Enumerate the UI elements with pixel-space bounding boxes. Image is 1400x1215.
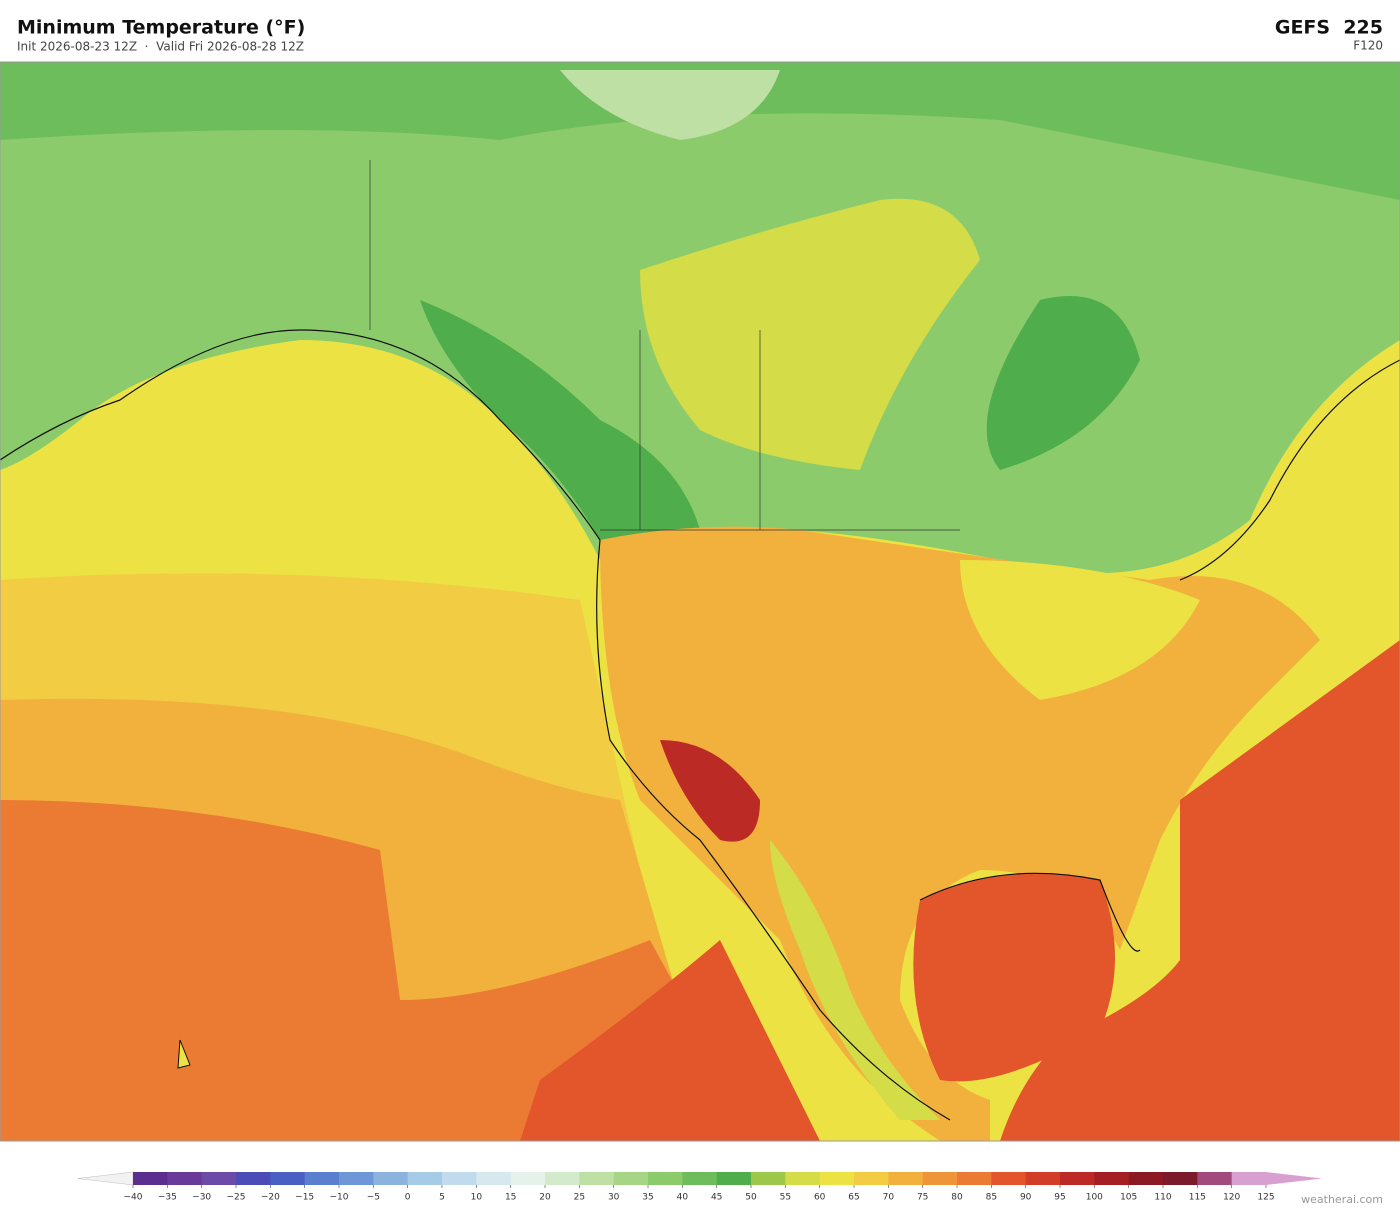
land-field	[420, 300, 700, 540]
model-label: GEFS 225	[1275, 17, 1383, 39]
colorbar-tick-label: 80	[951, 1193, 963, 1203]
land-field	[770, 840, 940, 1120]
colorbar-segment	[991, 1172, 1027, 1185]
map-frame	[0, 61, 1400, 1142]
colorbar-tick-label: −40	[124, 1193, 143, 1203]
colorbar-segment	[716, 1172, 752, 1185]
colorbar-tick-label: 15	[505, 1193, 516, 1203]
colorbar-segment	[751, 1172, 786, 1185]
colorbar: −40 −35 −30 −25 −20 −15 −10 −5 0 5 10 15 20 25 30 35 40 4…	[77, 1171, 1322, 1203]
colorbar-segment	[201, 1172, 237, 1185]
subtitle: Init 2026-08-23 12Z · Valid Fri 2026-08-…	[17, 40, 304, 54]
colorbar-tick-label: 105	[1120, 1193, 1137, 1203]
colorbar-segment	[785, 1172, 821, 1185]
colorbar-segment	[1094, 1172, 1130, 1185]
colorbar-segment	[442, 1172, 477, 1185]
colorbar-tick-label: 65	[848, 1193, 859, 1203]
land-field	[986, 296, 1140, 470]
colorbar-tick-label: 5	[439, 1193, 445, 1203]
colorbar-segment	[133, 1172, 168, 1185]
land-field	[0, 62, 1400, 200]
colorbar-segment	[510, 1172, 546, 1185]
colorbar-segment	[236, 1172, 271, 1185]
colorbar-segment	[373, 1172, 409, 1185]
colorbar-tick-label: −15	[295, 1193, 314, 1203]
colorbar-tick-label: −35	[158, 1193, 177, 1203]
colorbar-segment	[579, 1172, 615, 1185]
title: Minimum Temperature (°F)	[17, 17, 305, 39]
forecast-hour: F120	[1353, 39, 1383, 53]
colorbar-tick-label: 115	[1189, 1193, 1206, 1203]
colorbar-tick-label: 45	[711, 1193, 722, 1203]
colorbar-tick-label: 40	[677, 1193, 689, 1203]
colorbar-tick-label: −25	[227, 1193, 246, 1203]
colorbar-tick-label: 100	[1086, 1193, 1103, 1203]
colorbar-tick-label: −5	[367, 1193, 380, 1203]
colorbar-tick-label: 20	[539, 1193, 551, 1203]
colorbar-segment	[613, 1172, 649, 1185]
colorbar-tick-label: 110	[1154, 1193, 1171, 1203]
colorbar-over	[1266, 1172, 1322, 1185]
colorbar-under	[77, 1171, 134, 1186]
land-field	[600, 526, 1320, 1141]
colorbar-tick-label: 25	[574, 1193, 585, 1203]
land-field	[960, 560, 1200, 700]
colorbar-segment	[270, 1172, 306, 1185]
colorbar-tick-label: 120	[1223, 1193, 1240, 1203]
land-field	[560, 70, 780, 140]
colorbar-segment	[922, 1172, 958, 1185]
colorbar-segment	[888, 1172, 924, 1185]
coastline	[1179, 359, 1400, 581]
colorbar-tick-label: 0	[405, 1193, 411, 1203]
credit: weatherai.com	[1301, 1193, 1383, 1206]
coastline	[919, 872, 1141, 952]
ocean-field	[0, 800, 760, 1141]
colorbar-segment	[1128, 1172, 1164, 1185]
colorbar-tick-label: 85	[986, 1193, 997, 1203]
colorbar-tick-label: 70	[883, 1193, 895, 1203]
colorbar-segment	[167, 1172, 203, 1185]
island	[177, 1039, 191, 1069]
colorbar-tick-label: −10	[330, 1193, 349, 1203]
colorbar-segment	[957, 1172, 992, 1185]
colorbar-segment	[1231, 1172, 1267, 1185]
colorbar-segment	[407, 1172, 443, 1185]
colorbar-tick-label: 30	[608, 1193, 620, 1203]
colorbar-tick-label: 95	[1054, 1193, 1065, 1203]
colorbar-tick-label: 75	[917, 1193, 928, 1203]
colorbar-segment	[1060, 1172, 1095, 1185]
colorbar-segment	[682, 1172, 718, 1185]
ocean-field	[1000, 640, 1400, 1141]
colorbar-segment	[648, 1172, 683, 1185]
ocean-field	[520, 940, 820, 1141]
colorbar-tick-label: −20	[261, 1193, 280, 1203]
colorbar-segment	[1197, 1172, 1233, 1185]
colorbar-tick-label: 125	[1257, 1193, 1274, 1203]
coastline	[0, 329, 601, 541]
colorbar-segment	[476, 1172, 512, 1185]
colorbar-tick-label: −30	[192, 1193, 211, 1203]
colorbar-tick-label: 55	[780, 1193, 791, 1203]
land-field	[640, 198, 980, 470]
colorbar-tick-label: 60	[814, 1193, 826, 1203]
ocean-field	[913, 873, 1115, 1082]
colorbar-segment	[1163, 1172, 1198, 1185]
colorbar-segment	[304, 1172, 340, 1185]
map	[0, 61, 1400, 1142]
colorbar-segment	[1025, 1172, 1061, 1185]
colorbar-segment	[545, 1172, 580, 1185]
colorbar-tick-label: 90	[1020, 1193, 1032, 1203]
coastline	[596, 539, 951, 1121]
colorbar-segment	[854, 1172, 889, 1185]
colorbar-segment	[819, 1172, 855, 1185]
colorbar-tick-label: 35	[642, 1193, 653, 1203]
land-field	[660, 740, 760, 842]
border	[369, 160, 960, 531]
colorbar-tick-label: 50	[745, 1193, 757, 1203]
colorbar-segment	[339, 1172, 374, 1185]
colorbar-tick-label: 10	[471, 1193, 483, 1203]
